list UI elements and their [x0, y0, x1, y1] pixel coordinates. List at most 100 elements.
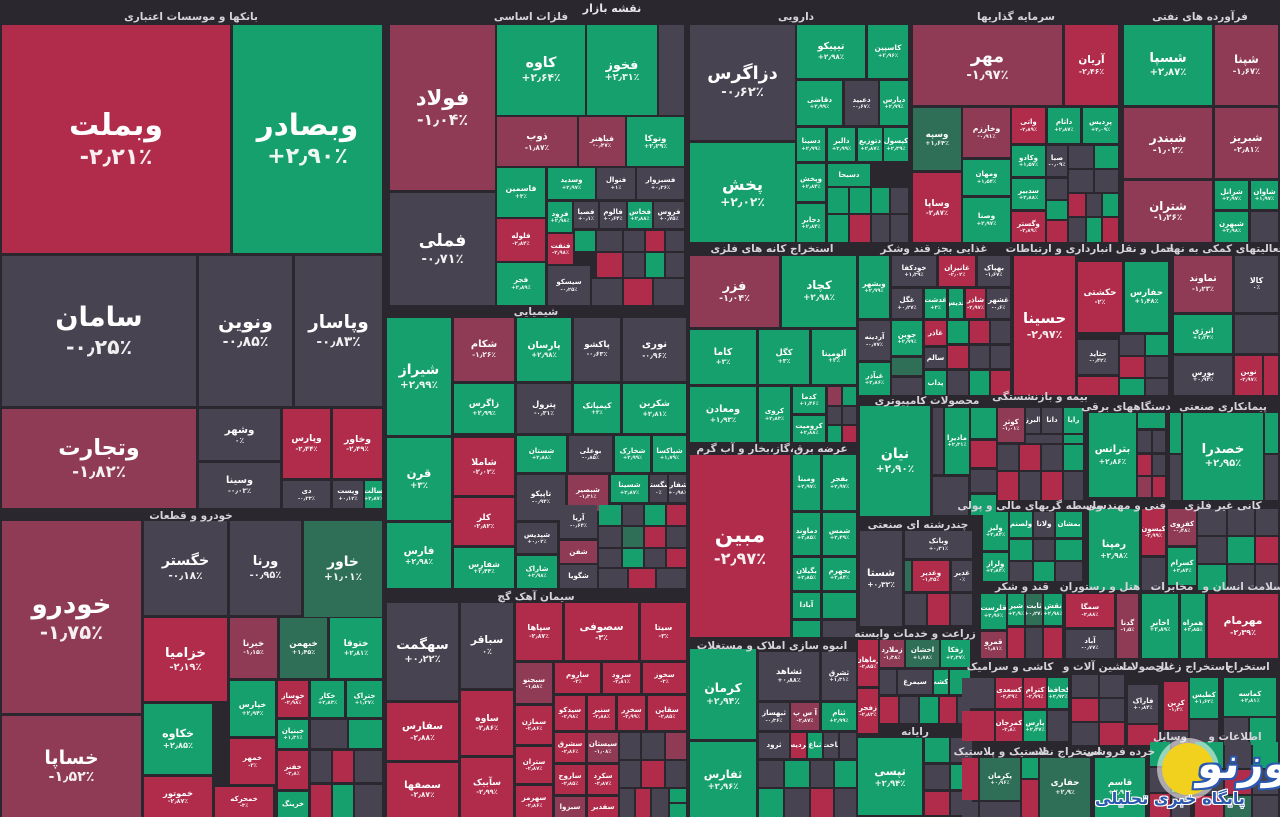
stock-cell-small[interactable]	[1225, 796, 1251, 817]
stock-cell[interactable]: سفارس -۲٫۸۸٪	[387, 703, 458, 760]
stock-cell[interactable]: کمرجان -۲٫۸٪	[996, 711, 1022, 741]
stock-cell-small[interactable]	[1224, 718, 1248, 745]
stock-cell[interactable]: نوری -۰٫۹۶٪	[623, 318, 686, 381]
stock-cell[interactable]: پداب	[925, 371, 946, 395]
stock-cell[interactable]: فروس +۰٫۷۵٪	[654, 202, 684, 228]
stock-cell-small[interactable]	[998, 472, 1018, 500]
stock-cell-small[interactable]	[355, 751, 382, 782]
stock-cell-small[interactable]	[970, 371, 989, 395]
stock-cell[interactable]: شیراز +۲٫۹۹٪	[387, 318, 451, 435]
stock-cell[interactable]: وخارزم -۰٫۹۱٪	[963, 108, 1010, 157]
stock-cell[interactable]: شاملا -۲٫۰۲٪	[454, 438, 514, 495]
stock-cell[interactable]: مهرمام -۲٫۳۹٪	[1208, 594, 1278, 658]
stock-cell[interactable]: نقش +۲٫۹۸٪	[1044, 594, 1062, 625]
stock-cell-small[interactable]	[900, 697, 918, 723]
stock-cell[interactable]: وپارس -۲٫۴۴٪	[283, 409, 330, 478]
stock-cell[interactable]: مبین -۲٫۹۷٪	[690, 455, 790, 637]
stock-cell[interactable]: وبشهر +۲٫۹۹٪	[859, 256, 889, 318]
stock-cell[interactable]: صبا -۰٫۰۹٪	[1047, 146, 1067, 176]
stock-cell-small[interactable]	[785, 789, 809, 817]
stock-cell-small[interactable]	[599, 527, 621, 547]
stock-cell[interactable]: البرز	[1026, 408, 1040, 433]
stock-cell-small[interactable]	[823, 593, 856, 618]
stock-cell[interactable]: ثفارس +۲٫۹۶٪	[690, 742, 756, 817]
stock-cell[interactable]: فخوز +۲٫۳۱٪	[587, 25, 657, 115]
stock-cell-small[interactable]	[1170, 455, 1181, 500]
stock-cell-small[interactable]	[1120, 379, 1144, 395]
stock-cell[interactable]: آبادا	[793, 593, 820, 618]
stock-cell-small[interactable]	[349, 720, 382, 748]
stock-cell[interactable]: کترام -۲٫۹۹٪	[1024, 678, 1046, 708]
stock-cell[interactable]: کسرام +۲٫۸۴٪	[1168, 548, 1196, 585]
stock-cell[interactable]: ذوب -۱٫۸۷٪	[497, 117, 577, 166]
stock-cell-small[interactable]	[970, 321, 989, 343]
stock-cell-small[interactable]	[828, 407, 841, 424]
stock-cell[interactable]: ختراک +۱٫۲۷٪	[347, 681, 382, 717]
stock-cell-small[interactable]	[636, 789, 650, 817]
stock-cell[interactable]: آلومینا +۳٪	[812, 330, 856, 384]
stock-cell[interactable]: ثنام +۲٫۹۹٪	[822, 703, 856, 730]
stock-cell[interactable]: آباد -۰٫۷۷٪	[1066, 630, 1114, 658]
stock-cell[interactable]: رمپنا +۲٫۹۸٪	[1089, 509, 1139, 590]
stock-cell-small[interactable]	[1072, 723, 1098, 745]
stock-cell-small[interactable]	[1069, 146, 1093, 168]
stock-cell[interactable]: غاذر	[925, 321, 946, 345]
stock-cell[interactable]: وبانک +۰٫۳۱٪	[905, 531, 972, 558]
stock-cell[interactable]: تپسی +۲٫۹۴٪	[858, 738, 922, 815]
stock-cell[interactable]: فاسمین +۳٪	[497, 168, 545, 217]
stock-cell-small[interactable]	[1138, 413, 1165, 428]
stock-cell-small[interactable]	[575, 231, 595, 251]
stock-cell-small[interactable]	[998, 445, 1018, 470]
stock-cell-small[interactable]	[948, 371, 968, 395]
stock-cell-small[interactable]	[951, 594, 972, 625]
stock-cell-small[interactable]	[811, 761, 833, 787]
stock-cell-small[interactable]	[1195, 770, 1223, 794]
stock-cell[interactable]: زماهان-۲٫۸۵٪	[858, 640, 878, 686]
stock-cell-small[interactable]	[1047, 201, 1067, 219]
stock-cell[interactable]: ورنا -۰٫۹۵٪	[230, 521, 301, 615]
stock-cell[interactable]: پخش +۲٫۰۲٪	[690, 143, 795, 242]
stock-cell[interactable]: ولانا	[1034, 512, 1054, 537]
stock-cell[interactable]: خبهمن +۱٫۴۵٪	[280, 618, 327, 678]
stock-cell-small[interactable]	[1044, 628, 1062, 658]
stock-cell-small[interactable]	[1198, 509, 1226, 535]
stock-cell-small[interactable]	[933, 408, 943, 474]
stock-cell[interactable]: سهگمت +۰٫۲۲٪	[387, 603, 458, 700]
stock-cell[interactable]: زملارد -۱٫۳۸٪	[880, 640, 904, 667]
stock-cell[interactable]: مهر -۱٫۹۷٪	[913, 25, 1062, 105]
stock-cell[interactable]: فلوله -۲٫۸۴٪	[497, 219, 545, 261]
stock-cell[interactable]: همراه +۲٫۸۵٪	[1181, 594, 1205, 658]
stock-cell[interactable]: سبزوا	[555, 797, 585, 817]
stock-cell[interactable]: داتام +۲٫۸۷٪	[1048, 108, 1080, 143]
stock-cell[interactable]: ثباغ	[808, 733, 822, 758]
stock-cell-small[interactable]	[623, 505, 643, 525]
stock-cell[interactable]: شخارک +۲٫۹۹٪	[615, 436, 650, 472]
stock-cell[interactable]: پکرمان +۰٫۹۶٪	[980, 758, 1020, 800]
stock-cell-small[interactable]	[1146, 357, 1168, 377]
stock-cell[interactable]: ساروم -۳٪	[555, 663, 600, 693]
stock-cell-small[interactable]	[667, 549, 686, 567]
stock-cell-small[interactable]	[1251, 212, 1278, 242]
stock-cell[interactable]: کرومیت +۲٫۸۸٪	[793, 416, 825, 442]
stock-cell[interactable]: سمازن -۲٫۸۶٪	[516, 706, 552, 744]
stock-cell-small[interactable]	[928, 594, 949, 625]
stock-cell-small[interactable]	[905, 561, 911, 591]
stock-cell[interactable]: شمس +۲٫۴۹٪	[823, 513, 856, 555]
stock-cell-small[interactable]	[597, 231, 622, 251]
stock-cell[interactable]: پارس +۲٫۴۷٪	[1024, 711, 1046, 741]
stock-cell[interactable]: وبصادر +۲٫۹۰٪	[233, 25, 382, 253]
stock-cell-small[interactable]	[1020, 445, 1040, 470]
stock-cell[interactable]: کماسه +۲٫۸۱٪	[1224, 678, 1276, 716]
stock-cell-small[interactable]	[652, 789, 668, 817]
stock-cell-small[interactable]	[892, 358, 922, 375]
stock-cell[interactable]: ساروج -۲٫۸۵٪	[555, 765, 585, 794]
stock-cell[interactable]	[1153, 431, 1165, 452]
stock-cell[interactable]	[1138, 431, 1151, 452]
stock-cell[interactable]: غدیر ۰٪	[952, 561, 972, 591]
stock-cell[interactable]: سیسکو -۰٫۲۵٪	[548, 266, 590, 305]
stock-cell-small[interactable]	[759, 761, 783, 787]
stock-cell-small[interactable]	[1095, 146, 1118, 168]
stock-cell-small[interactable]	[333, 751, 353, 782]
stock-cell[interactable]: وخاور -۲٫۴۹٪	[333, 409, 382, 478]
stock-cell[interactable]: فملی -۰٫۷۱٪	[390, 193, 495, 305]
